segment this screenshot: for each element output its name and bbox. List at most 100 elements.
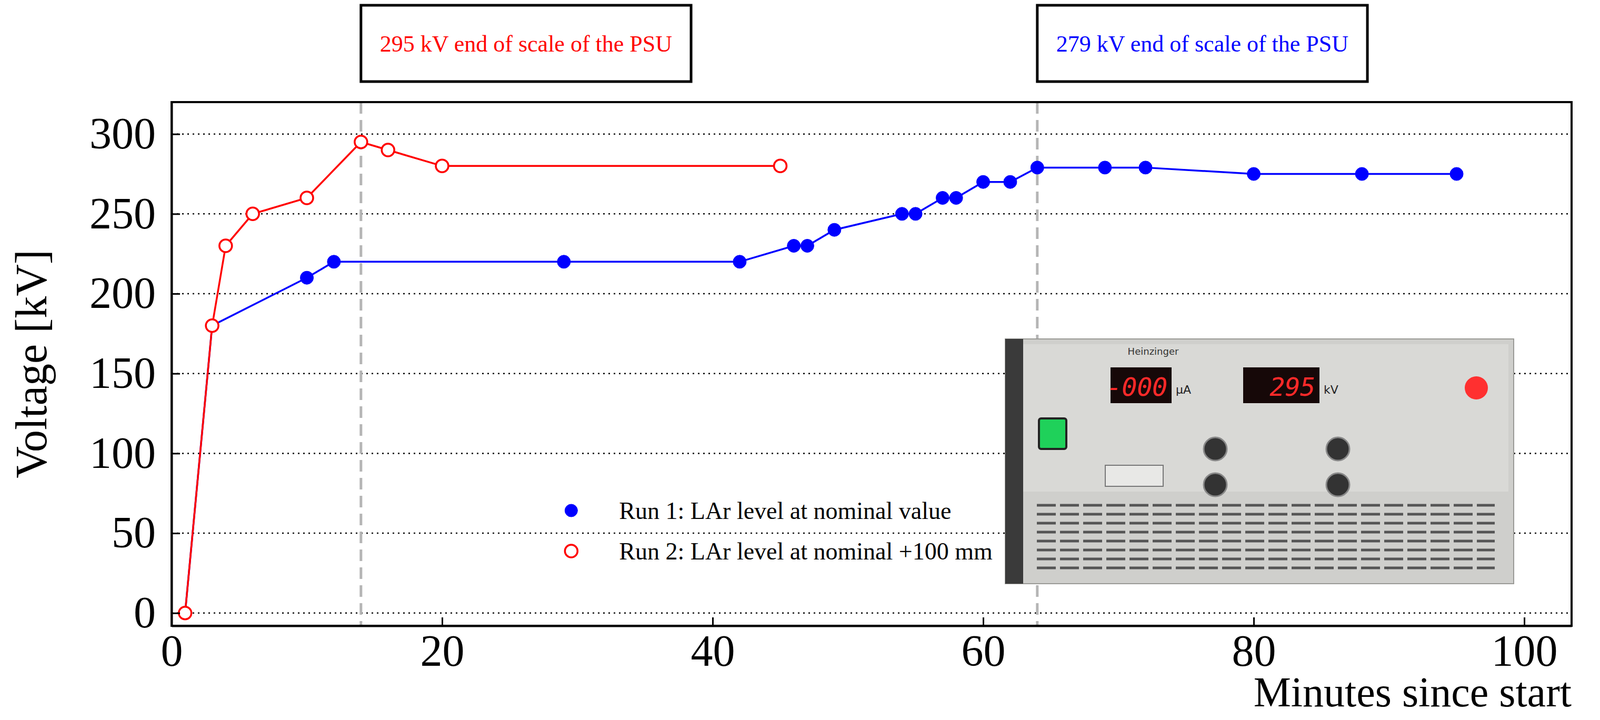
- tick-label: 300: [89, 108, 156, 158]
- grid: [171, 134, 1572, 614]
- tick-label: 80: [1232, 626, 1277, 676]
- psu-inset: Heinzinger -000 µA 295 kV: [1005, 338, 1514, 584]
- annotation-box: [361, 5, 692, 82]
- tick-label: 20: [420, 626, 465, 676]
- y-axis-title: Voltage [kV]: [6, 249, 56, 479]
- tick-label: 200: [89, 268, 156, 318]
- data-point: [787, 239, 801, 253]
- inset-knob: [1203, 437, 1227, 461]
- legend-label: Run 2: LAr level at nominal +100 mm: [618, 537, 993, 565]
- tick-mark: [712, 617, 714, 626]
- data-point: [1247, 167, 1261, 181]
- inset-knob: [1326, 437, 1350, 461]
- data-point: [354, 135, 368, 149]
- tick-mark: [171, 452, 180, 455]
- tick-label: 250: [89, 188, 156, 238]
- data-point: [827, 223, 842, 237]
- plot-frame: [171, 102, 1572, 626]
- inset-vent: [1036, 540, 1495, 543]
- x-axis: 0 20 40 60 80 100: [161, 617, 1573, 676]
- end-of-scale-line: [359, 102, 363, 626]
- inset-vent: [1036, 566, 1495, 570]
- inset-vent: [1036, 531, 1495, 534]
- inset-vent: [1036, 548, 1495, 552]
- inset-vent: [1036, 513, 1495, 516]
- tick: 0: [133, 587, 180, 637]
- tick-label: 100: [1491, 626, 1558, 676]
- tick: 100: [1491, 617, 1558, 676]
- legend-marker: [564, 544, 578, 558]
- tick-label: 100: [89, 428, 156, 478]
- data-point: [178, 606, 192, 620]
- tick-mark: [171, 213, 180, 215]
- data-point: [976, 175, 990, 189]
- inset-lamp: [1464, 376, 1488, 400]
- grid-line: [171, 213, 1572, 215]
- tick-mark: [171, 373, 180, 375]
- inset-unit: kV: [1323, 383, 1339, 397]
- legend-label: Run 1: LAr level at nominal value: [618, 497, 952, 525]
- data-point: [205, 318, 219, 333]
- inset-brand: Heinzinger: [1127, 345, 1179, 357]
- data-point: [1138, 161, 1153, 175]
- tick-mark: [982, 617, 985, 626]
- legend: Run 1: LAr level at nominal value Run 2: …: [564, 497, 993, 565]
- axis-line: [171, 102, 174, 627]
- annotation: 279 kV end of scale of the PSU: [1037, 5, 1368, 82]
- tick: 300: [89, 108, 180, 158]
- tick-mark: [171, 133, 180, 136]
- y-axis: 0 50 100 150 200 250 300: [89, 102, 180, 638]
- data-point: [733, 255, 747, 269]
- grid-line: [171, 133, 1572, 135]
- data-point: [949, 191, 963, 205]
- tick: 20: [420, 617, 465, 676]
- tick: 40: [691, 617, 736, 676]
- inset-handle: [1005, 338, 1024, 584]
- inset-switch: [1038, 418, 1067, 449]
- tick: 150: [89, 348, 180, 398]
- axis-line: [172, 625, 1573, 628]
- data-point: [246, 207, 259, 220]
- data-point: [1098, 161, 1112, 175]
- inset-unit: µA: [1175, 383, 1192, 397]
- data-point: [800, 239, 814, 253]
- data-point: [327, 255, 341, 269]
- inset-reading: 295: [1269, 372, 1316, 402]
- data-point: [1003, 175, 1017, 189]
- inset-knob: [1203, 473, 1227, 497]
- tick-label: 40: [691, 626, 736, 676]
- tick-label: 0: [133, 587, 156, 637]
- inset-background: [1005, 338, 1514, 584]
- tick: 60: [961, 617, 1006, 676]
- data-point: [895, 207, 909, 221]
- tick-mark: [1253, 617, 1255, 626]
- data-point: [300, 271, 314, 285]
- legend-marker: [564, 504, 578, 517]
- inset-port: [1105, 465, 1164, 487]
- grid-line: [171, 612, 1572, 614]
- annotation-box: [1037, 5, 1368, 82]
- data-point: [1355, 167, 1369, 181]
- data-point: [205, 319, 219, 333]
- inset-vent: [1036, 504, 1495, 507]
- tick-label: 0: [161, 626, 184, 676]
- tick-label: 50: [111, 507, 156, 557]
- annotation-text: 279 kV end of scale of the PSU: [1056, 31, 1349, 57]
- grid-line: [171, 293, 1572, 295]
- data-point: [381, 143, 395, 157]
- data-point: [178, 606, 192, 620]
- data-point: [435, 159, 449, 173]
- tick-mark: [441, 617, 444, 626]
- inset-knob: [1326, 473, 1350, 497]
- tick: 200: [89, 268, 180, 318]
- tick-mark: [1523, 617, 1526, 626]
- annotation: 295 kV end of scale of the PSU: [361, 5, 692, 82]
- inset-vent: [1036, 557, 1495, 561]
- data-point: [1450, 167, 1464, 181]
- tick-mark: [171, 532, 180, 535]
- inset-reading: -000: [1106, 372, 1168, 402]
- tick: 50: [111, 507, 180, 557]
- x-axis-title: Minutes since start: [1253, 668, 1572, 716]
- data-point: [774, 159, 787, 173]
- data-point: [219, 239, 233, 253]
